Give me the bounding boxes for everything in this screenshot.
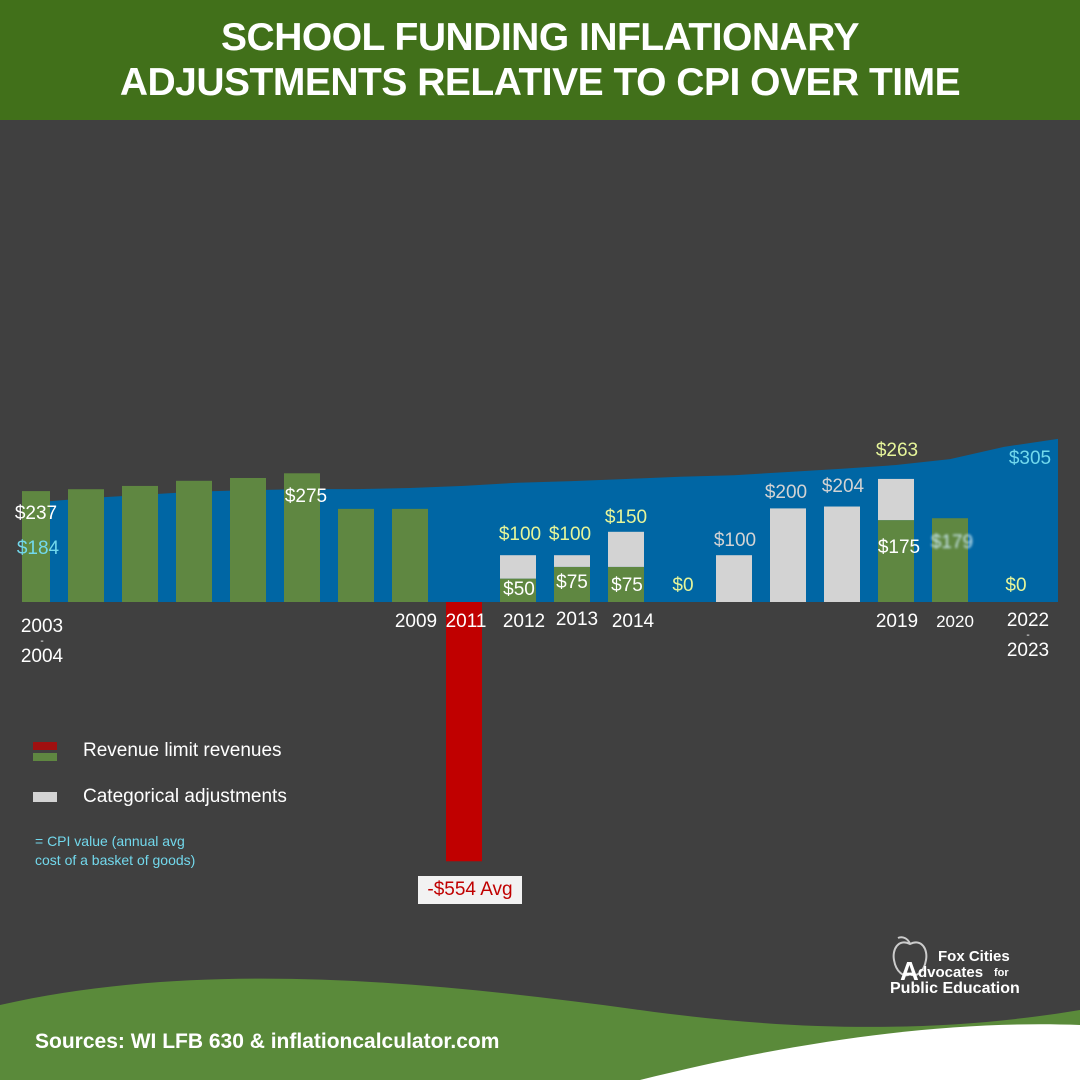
legend-label-revenue: Revenue limit revenues [83,740,282,761]
data-label: $275 [284,486,328,507]
year-label: 2014 [611,611,655,632]
logo-line-1: Fox Cities [938,948,1010,965]
negative-average-annotation: -$554 Avg [418,876,522,904]
legend-label-categorical: Categorical adjustments [83,786,287,807]
revenue-bar [932,518,968,602]
footer-white-wave [640,1024,1080,1080]
sources-text: Sources: WI LFB 630 & inflationcalculato… [35,1030,500,1053]
revenue-bar [176,480,212,602]
revenue-bar [392,508,428,602]
data-label: $263 [875,440,919,461]
data-label: $179 [930,532,974,553]
categorical-bar [878,478,914,521]
categorical-bar [608,531,644,567]
data-label: $75 [556,572,588,593]
data-label: $0 [672,575,694,596]
apple-logo-icon [892,936,928,977]
data-label: $150 [604,507,648,528]
revenue-bar-negative [446,602,482,862]
revenue-bar [122,485,158,602]
logo-line-2: dvocates [918,964,984,981]
legend-swatch-categorical [33,792,57,802]
revenue-bar [338,508,374,602]
revenue-bar [68,489,104,602]
logo-letter-a: A [900,956,919,986]
revenue-bar [554,566,590,602]
categorical-bar [770,508,806,602]
data-label: $50 [503,579,535,600]
categorical-bar [554,555,590,567]
header: SCHOOL FUNDING INFLATIONARY ADJUSTMENTS … [0,0,1080,120]
revenue-bar [608,566,644,602]
year-label: 2013 [555,609,599,630]
data-label: $305 [1008,448,1052,469]
data-label: $204 [821,476,865,497]
categorical-bar [716,555,752,602]
year-label: 2009 [394,611,438,632]
categorical-bar [500,555,536,579]
year-label: 2003-2004 [20,616,64,667]
logo-line-3: Public Education [890,980,1020,997]
data-label: $0 [1005,575,1027,596]
year-label: 2020 [936,612,974,631]
year-label: 2011 [445,611,487,632]
year-label: 2012 [502,611,546,632]
data-label: $175 [877,537,921,558]
legend-revenue: Revenue limit revenues [33,740,282,762]
categorical-bar [824,506,860,602]
data-label: $100 [498,524,542,545]
data-label: $237 [14,503,58,524]
revenue-bar [500,578,536,602]
data-label: $200 [764,482,808,503]
title-line-1: SCHOOL FUNDING INFLATIONARY [221,16,859,59]
legend-swatch-revenue [33,741,57,761]
revenue-bar [878,520,914,602]
legend-categorical: Categorical adjustments [33,786,287,808]
logo-line-2-for: for [994,967,1009,979]
data-label: $100 [548,524,592,545]
data-label: $75 [611,575,643,596]
legend-cpi-note: = CPI value (annual avg cost of a basket… [35,832,195,870]
cpi-note-line-1: = CPI value (annual avg [35,833,185,849]
revenue-bar [22,491,50,602]
year-label: 2022-2023 [1006,610,1050,661]
data-label: $100 [713,530,757,551]
year-label: 2019 [875,611,919,632]
revenue-bar [230,477,266,602]
revenue-bar [284,473,320,602]
cpi-note-line-2: cost of a basket of goods) [35,852,196,868]
data-label: $184 [16,538,60,559]
title-line-2: ADJUSTMENTS RELATIVE TO CPI OVER TIME [119,61,961,104]
